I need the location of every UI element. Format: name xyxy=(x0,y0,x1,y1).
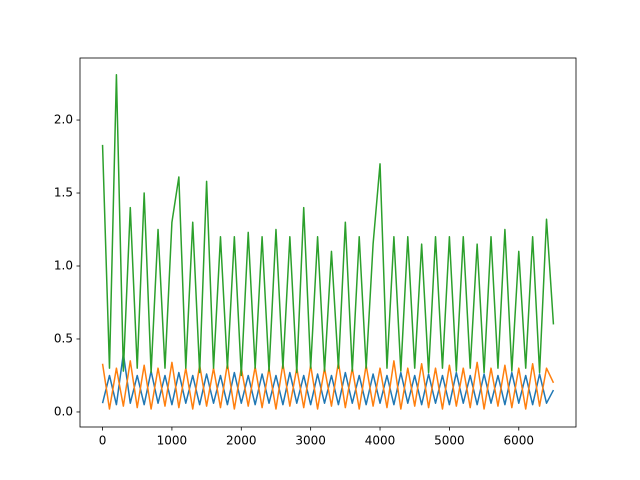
plot-frame xyxy=(79,57,577,428)
y-tick-label: 1.5 xyxy=(54,186,73,200)
x-tick-label: 5000 xyxy=(434,434,465,448)
y-tick-label: 0.0 xyxy=(54,404,73,418)
x-tick-label: 0 xyxy=(99,434,107,448)
x-tick-label: 6000 xyxy=(503,434,534,448)
y-tick-label: 1.0 xyxy=(54,259,73,273)
data-line xyxy=(101,74,555,377)
y-tick-label: 2.0 xyxy=(54,113,73,127)
x-tick-label: 3000 xyxy=(295,434,326,448)
x-tick-label: 4000 xyxy=(365,434,396,448)
data-line xyxy=(101,360,555,410)
y-tick-label: 0.5 xyxy=(54,331,73,345)
x-tick-label: 2000 xyxy=(226,434,257,448)
x-tick-label: 1000 xyxy=(157,434,188,448)
